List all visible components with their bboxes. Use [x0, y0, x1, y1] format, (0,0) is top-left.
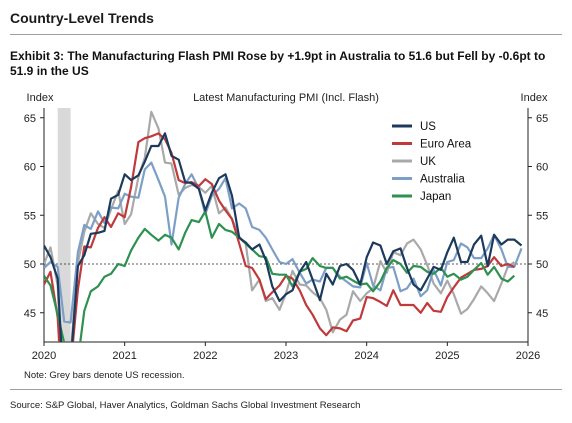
y-tick-label-left: 55	[24, 210, 36, 222]
y-tick-label-right: 45	[536, 308, 548, 320]
x-tick-label: 2024	[354, 350, 378, 362]
series-line-australia	[44, 161, 523, 324]
pmi-line-chart: 45 45 50 50 55 55 60 60 65 65 2020 2021 2022 2023 2024…	[24, 92, 549, 362]
series-line-japan	[44, 210, 516, 342]
series-layer	[44, 110, 523, 342]
exhibit-title: Exhibit 3: The Manufacturing Flash PMI R…	[10, 49, 546, 78]
footer-divider	[10, 389, 562, 390]
x-tick-label: 2026	[516, 350, 540, 362]
tick-labels-layer: 45 45 50 50 55 55 60 60 65 65 2020 2021 2022 2023 2024…	[24, 113, 549, 362]
y-axis-right-label: Index	[521, 92, 548, 104]
section-title: Country-Level Trends	[10, 10, 154, 26]
x-tick-label: 2020	[32, 350, 56, 362]
header-divider	[10, 34, 562, 35]
legend-label-euro: Euro Area	[420, 139, 472, 151]
x-tick-label: 2025	[435, 350, 459, 362]
y-tick-label-left: 60	[24, 162, 36, 174]
chart-title: Latest Manufacturing PMI (Incl. Flash)	[193, 92, 379, 104]
y-tick-label-left: 45	[24, 308, 36, 320]
y-tick-label-right: 50	[536, 259, 548, 271]
y-tick-label-right: 60	[536, 162, 548, 174]
chart-note: Note: Grey bars denote US recession.	[24, 370, 185, 381]
series-line-euro	[44, 132, 515, 342]
y-axis-left-label: Index	[27, 92, 54, 104]
y-tick-label-right: 55	[536, 210, 548, 222]
y-tick-label-left: 50	[24, 259, 36, 271]
recession-bars-layer	[57, 108, 71, 342]
recession-bar	[57, 108, 71, 342]
legend-label-australia: Australia	[420, 174, 465, 186]
x-tick-label: 2023	[274, 350, 298, 362]
y-tick-label-left: 65	[24, 113, 36, 125]
chart-legend: US Euro Area UK Australia Japan	[392, 121, 472, 203]
legend-label-us: US	[420, 121, 436, 133]
source-line: Source: S&P Global, Haver Analytics, Gol…	[10, 400, 361, 411]
series-line-uk	[44, 110, 515, 342]
y-tick-label-right: 65	[536, 113, 548, 125]
legend-label-japan: Japan	[420, 191, 451, 203]
series-line-us	[44, 132, 523, 342]
legend-label-uk: UK	[420, 156, 436, 168]
x-tick-label: 2021	[112, 350, 136, 362]
x-tick-label: 2022	[193, 350, 217, 362]
